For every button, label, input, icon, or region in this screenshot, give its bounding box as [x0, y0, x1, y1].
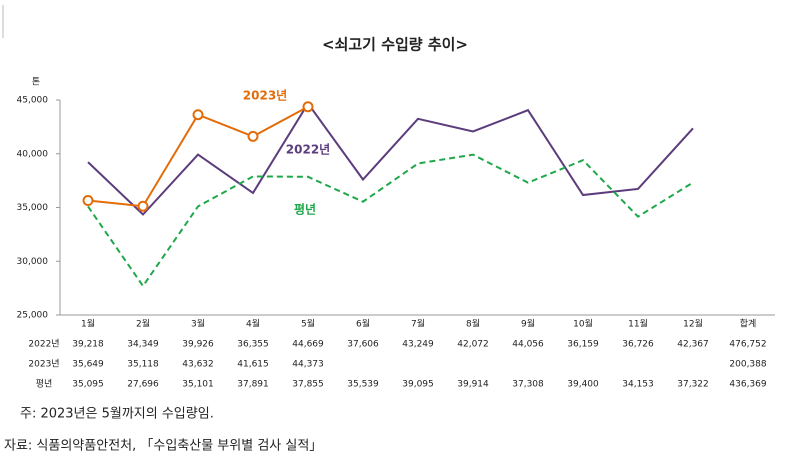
y-tick-label: 40,000: [17, 149, 49, 159]
table-cell: 44,373: [292, 360, 324, 370]
series-label: 2022년: [286, 143, 330, 157]
x-tick-label: 11월: [628, 318, 648, 330]
source: 자료: 식품의약품안전처, 「수입축산물 부위별 검사 실적」: [4, 439, 322, 454]
table-cell: 34,349: [127, 340, 159, 350]
table-cell: 39,914: [457, 380, 489, 390]
x-tick-label: 4월: [246, 318, 260, 330]
x-tick-label: 3월: [191, 318, 205, 330]
point: [302, 101, 314, 113]
table-cell: 37,855: [292, 380, 324, 390]
table-cell: 37,308: [512, 380, 544, 390]
note: 주: 2023년은 5월까지의 수입량임.: [20, 407, 214, 422]
x-tick-label: 12월: [683, 318, 703, 330]
table-cell: 39,218: [72, 340, 104, 350]
table-cell: 35,101: [182, 380, 214, 390]
table-cell: 39,095: [402, 380, 434, 390]
table-cell: 41,615: [237, 360, 269, 370]
table-cell: 36,159: [567, 340, 599, 350]
table-cell: 36,355: [237, 340, 269, 350]
x-tick-label: 5월: [301, 318, 315, 330]
table-cell: 39,400: [567, 380, 599, 390]
x-tick-label: 6월: [356, 318, 370, 330]
table-cell: 36,726: [622, 340, 654, 350]
x-tick-label: 2월: [136, 318, 150, 330]
table-cell: 43,249: [402, 340, 434, 350]
table-cell: 35,095: [72, 380, 104, 390]
series-line: [87, 101, 694, 216]
table-cell: 27,696: [127, 380, 159, 390]
y-tick-label: 35,000: [17, 203, 49, 213]
table-cell: 35,539: [347, 380, 379, 390]
table-cell: 35,649: [72, 360, 104, 370]
x-tick-label: 8월: [466, 318, 480, 330]
table-cell: 39,926: [182, 340, 214, 350]
table-cell: 37,891: [237, 380, 269, 390]
y-tick-label: 45,000: [17, 96, 49, 106]
x-tick-label: 10월: [573, 318, 593, 330]
table-total: 200,388: [729, 360, 766, 370]
x-tick-label: 1월: [81, 318, 95, 330]
table-cell: 42,367: [677, 340, 709, 350]
table-cell: 43,632: [182, 360, 214, 370]
chart-title: <쇠고기 수입량 추이>: [322, 36, 468, 54]
x-tick-label: 9월: [521, 318, 535, 330]
row-label: 2022년: [28, 339, 59, 350]
row-label: 평년: [36, 379, 53, 390]
series-label: 평년: [294, 203, 316, 217]
series-label: 2023년: [243, 89, 287, 103]
y-tick-label: 25,000: [17, 311, 49, 321]
total-header: 합계: [740, 318, 757, 330]
point: [82, 195, 94, 207]
series-line: [87, 153, 694, 288]
table-cell: 44,669: [292, 340, 324, 350]
x-tick-label: 7월: [411, 318, 425, 330]
table-cell: 37,322: [677, 380, 709, 390]
table-cell: 34,153: [622, 380, 654, 390]
table-total: 436,369: [729, 380, 766, 390]
y-tick-label: 30,000: [17, 257, 49, 267]
point: [192, 109, 204, 121]
row-label: 2023년: [28, 359, 59, 370]
table-cell: 42,072: [457, 340, 489, 350]
table-total: 476,752: [729, 340, 766, 350]
point: [247, 130, 259, 142]
y-axis-label: 톤: [32, 77, 40, 88]
table-cell: 37,606: [347, 340, 379, 350]
table-cell: 35,118: [127, 360, 159, 370]
table-cell: 44,056: [512, 340, 544, 350]
point: [137, 200, 149, 212]
